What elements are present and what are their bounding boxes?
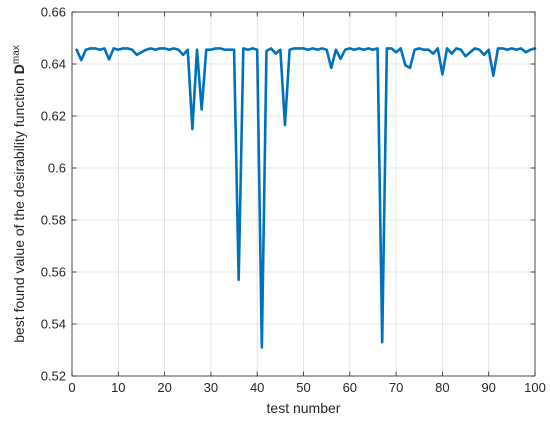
series [75,47,537,349]
y-tick-label: 0.64 [41,57,66,72]
tick-labels: 0 10 20 30 40 50 60 70 80 90 100 0.52 0.54 0.56 0.58 0.… [41,5,546,396]
y-tick-label: 0.54 [41,317,66,332]
x-tick-label: 10 [111,380,125,395]
x-tick-label: 50 [296,380,310,395]
x-tick-label: 20 [157,380,171,395]
y-axis-label: best found value of the desirability fun… [11,45,27,343]
ticks [71,11,536,377]
y-tick-label: 0.66 [41,5,66,20]
series-line [75,47,537,349]
y-tick-label: 0.58 [41,213,66,228]
x-tick-label: 80 [435,380,449,395]
x-tick-label: 100 [524,380,546,395]
x-tick-label: 70 [389,380,403,395]
y-axis-label-main: best found value of the desirability fun… [11,74,27,343]
y-axis-label-symbol: D [11,64,27,74]
y-axis-label-subscript: max [11,45,22,64]
x-axis-label: test number [267,400,341,416]
x-tick-label: 0 [68,380,75,395]
y-tick-label: 0.56 [41,265,66,280]
y-tick-label: 0.52 [41,369,66,384]
x-tick-label: 40 [250,380,264,395]
y-tick-label: 0.6 [48,161,66,176]
x-tick-label: 60 [343,380,357,395]
x-tick-label: 90 [481,380,495,395]
y-tick-label: 0.62 [41,109,66,124]
x-tick-label: 30 [204,380,218,395]
